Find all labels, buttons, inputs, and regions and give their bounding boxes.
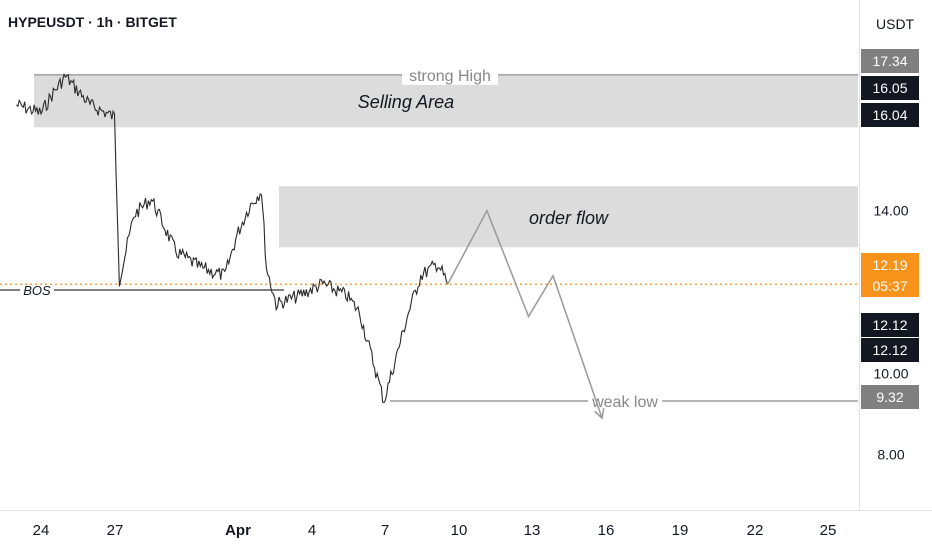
time-tick: 24 bbox=[33, 522, 50, 539]
zone-1 bbox=[279, 186, 858, 248]
time-tick: 16 bbox=[598, 522, 615, 539]
price-line bbox=[16, 73, 449, 404]
time-tick: 19 bbox=[672, 522, 689, 539]
price-badge-value: 17.34 bbox=[872, 53, 907, 69]
weak-low-label: weak low bbox=[591, 394, 658, 411]
price-badge-countdown: 05:37 bbox=[872, 278, 907, 294]
price-badge-value: 16.05 bbox=[872, 80, 907, 96]
chart-title: HYPEUSDT · 1h · BITGET bbox=[8, 14, 177, 30]
time-axis-separator bbox=[0, 510, 932, 511]
weak-low-label-bg bbox=[588, 390, 662, 413]
time-tick: 22 bbox=[747, 522, 764, 539]
price-badge bbox=[861, 49, 919, 73]
currency-label[interactable]: USDT bbox=[876, 16, 915, 32]
price-badge bbox=[861, 253, 919, 297]
time-tick: 27 bbox=[107, 522, 124, 539]
strong-high-label-bg bbox=[402, 64, 498, 85]
price-badge-value: 9.32 bbox=[876, 389, 903, 405]
price-axis-separator bbox=[859, 0, 860, 510]
zones-layer: Selling Area order flow bbox=[34, 74, 858, 248]
time-tick: 10 bbox=[451, 522, 468, 539]
time-axis: 24 27 Apr 4 7 10 13 16 19 22 25 bbox=[33, 522, 837, 539]
projection-arrowhead bbox=[594, 408, 605, 420]
projection-layer bbox=[447, 208, 605, 420]
price-layer bbox=[16, 73, 449, 404]
zone-label-0: Selling Area bbox=[358, 92, 454, 112]
price-tick: 14.00 bbox=[873, 203, 908, 219]
time-tick: 13 bbox=[524, 522, 541, 539]
bos-label: BOS bbox=[23, 283, 51, 298]
price-badge bbox=[861, 103, 919, 127]
price-badges: 17.34 16.05 16.04 12.19 05:37 12.12 12.12 9.32 bbox=[861, 49, 919, 409]
price-badge-value: 12.19 bbox=[872, 257, 907, 273]
price-badge bbox=[861, 385, 919, 409]
time-tick: 7 bbox=[381, 522, 389, 539]
price-badge bbox=[861, 76, 919, 100]
time-tick: Apr bbox=[225, 522, 251, 539]
price-badge bbox=[861, 338, 919, 362]
time-tick: 4 bbox=[308, 522, 316, 539]
projection-path bbox=[447, 208, 603, 419]
levels-layer: strong High BOS weak low bbox=[0, 64, 858, 413]
price-tick: 8.00 bbox=[877, 447, 904, 463]
price-badge-value: 16.04 bbox=[872, 107, 907, 123]
price-badge bbox=[861, 313, 919, 337]
time-tick: 25 bbox=[820, 522, 837, 539]
price-badge-value: 12.12 bbox=[872, 342, 907, 358]
price-axis: 14.00 10.00 8.00 bbox=[873, 203, 908, 463]
price-badge-value: 12.12 bbox=[872, 317, 907, 333]
bos-label-bg bbox=[20, 280, 54, 299]
price-tick: 10.00 bbox=[873, 365, 908, 381]
strong-high-label: strong High bbox=[409, 68, 491, 85]
zone-label-1: order flow bbox=[529, 208, 609, 228]
